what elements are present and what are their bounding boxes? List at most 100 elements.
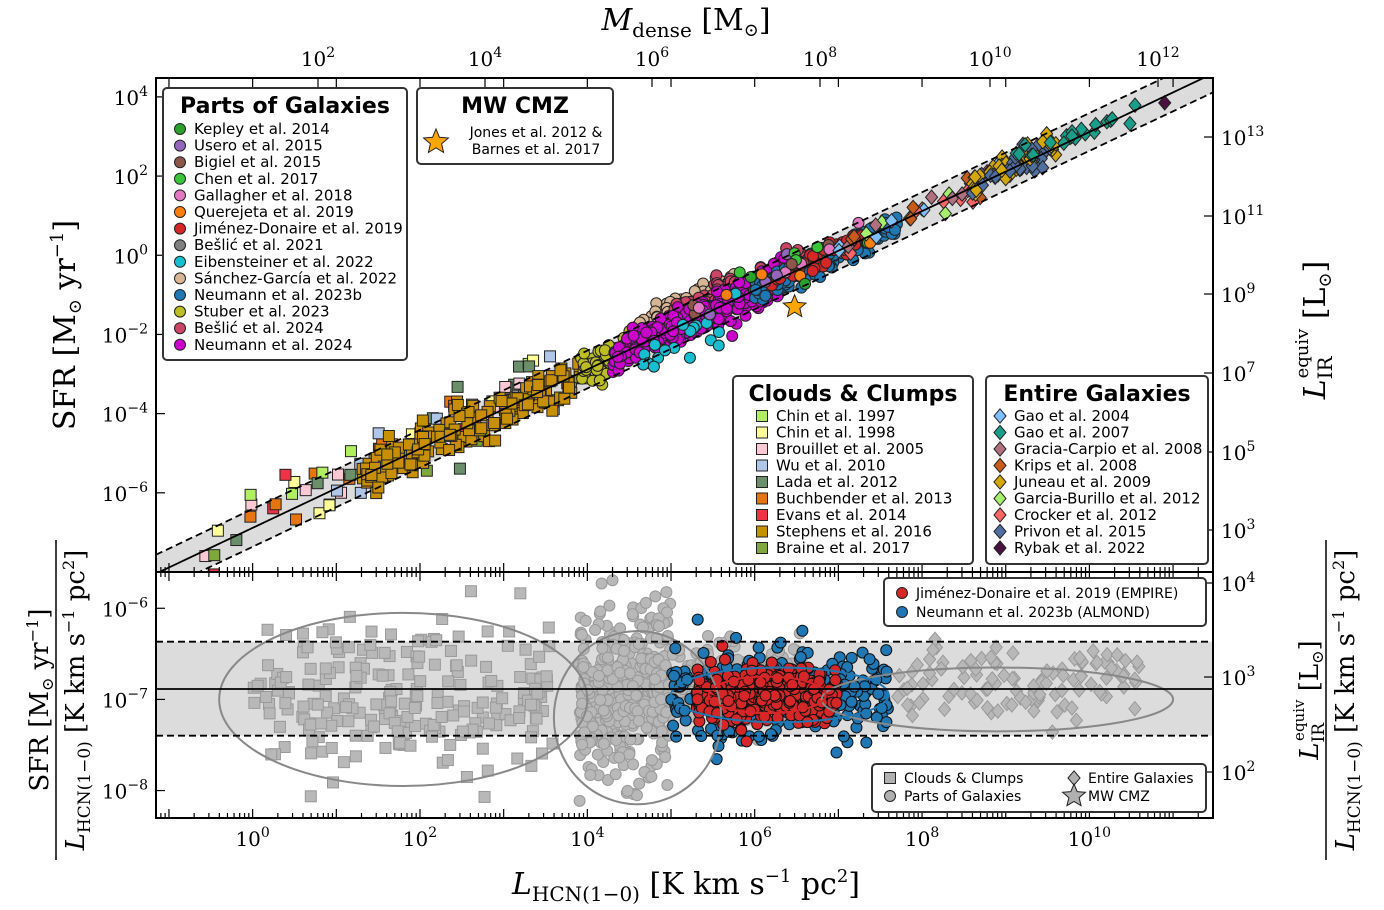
data-point	[319, 689, 332, 702]
legend-entry-marker	[993, 441, 1007, 457]
legend-entry-marker	[174, 272, 186, 285]
data-point	[382, 429, 395, 442]
data-point	[592, 669, 605, 682]
legend-entry: Stephens et al. 2016	[776, 523, 932, 541]
data-point	[444, 644, 457, 657]
data-point	[475, 422, 488, 435]
data-point	[260, 690, 273, 703]
data-point	[579, 614, 592, 627]
data-point	[523, 360, 536, 373]
data-point	[683, 351, 696, 364]
data-point	[603, 599, 616, 612]
data-point	[244, 510, 257, 523]
bottom-y-tick-label: 10−6	[102, 595, 148, 621]
data-point	[450, 659, 463, 672]
left-axis-title: SFR [M⊙ yr−1]	[47, 220, 86, 430]
data-point	[524, 658, 537, 671]
legend-parts-of-galaxies	[162, 87, 408, 361]
data-point	[478, 790, 491, 803]
data-point	[496, 692, 509, 705]
data-point	[364, 638, 377, 651]
y-tick-label: 102	[114, 163, 148, 189]
data-point	[332, 468, 345, 481]
legend-entry: Rybak et al. 2022	[1014, 539, 1146, 557]
legend-entry: Braine et al. 2017	[776, 539, 910, 557]
legend-entry-marker	[174, 172, 186, 185]
top-tick-label: 102	[301, 45, 335, 71]
legend-entry-marker	[884, 772, 896, 784]
data-point	[244, 488, 257, 501]
legend-entry-marker	[174, 189, 186, 202]
data-point	[465, 654, 478, 667]
data-point	[627, 758, 640, 771]
legend-entry: Chen et al. 2017	[194, 170, 318, 188]
legend-entry-marker	[993, 490, 1007, 507]
legend-entry: Jiménez-Donaire et al. 2019	[193, 220, 403, 238]
legend-entry-marker	[756, 509, 768, 521]
data-point	[970, 692, 984, 709]
legend-entry: Kepley et al. 2014	[194, 120, 330, 138]
legend-entry-marker	[896, 587, 908, 599]
data-point	[648, 338, 661, 351]
data-point	[441, 754, 454, 767]
data-point	[1100, 646, 1114, 663]
data-point	[577, 642, 590, 655]
bottom-right-tick-label: 104	[1221, 570, 1255, 596]
legend-entry: Garcia-Burillo et al. 2012	[1014, 490, 1201, 508]
y-tick-label: 10−2	[102, 321, 148, 347]
top-tick-label: 104	[468, 45, 502, 71]
data-point	[444, 738, 457, 751]
data-point	[1033, 686, 1047, 703]
legend-entry: Parts of Galaxies	[904, 789, 1021, 805]
data-point	[476, 696, 489, 709]
data-point	[211, 524, 224, 537]
data-point	[325, 719, 338, 732]
data-point	[900, 697, 915, 713]
data-point	[501, 412, 514, 425]
legend-entry-marker	[993, 507, 1007, 523]
data-point	[744, 271, 757, 284]
top-tick-label: 1010	[968, 45, 1011, 71]
data-point	[586, 720, 599, 733]
data-point	[488, 417, 501, 430]
data-point	[647, 360, 660, 373]
legend-entry: Sánchez-García et al. 2022	[194, 269, 397, 287]
data-point	[1055, 682, 1069, 699]
legend-entry-marker	[756, 459, 768, 472]
data-point	[413, 650, 426, 663]
data-point	[718, 653, 731, 666]
data-point	[501, 639, 514, 652]
right-tick-label: 1013	[1221, 124, 1264, 150]
data-point	[573, 794, 586, 807]
left-ratio-title: SFR [M⊙ yr−1] LHCN(1−0) [K km s−1 pc2]	[23, 540, 95, 860]
data-point	[774, 636, 787, 649]
data-point	[1072, 649, 1087, 666]
data-point	[411, 689, 424, 702]
legend-entry: Chin et al. 1998	[776, 424, 895, 442]
legend-entry: Krips et al. 2008	[1014, 457, 1137, 475]
data-point	[404, 739, 417, 752]
data-point	[859, 225, 874, 242]
bottom-panel	[156, 574, 1213, 807]
data-point	[652, 620, 665, 633]
data-point	[938, 205, 953, 222]
data-point	[306, 735, 319, 748]
data-point	[692, 301, 705, 314]
data-point	[1110, 646, 1124, 663]
top-tick-label: 108	[803, 45, 837, 71]
data-point	[621, 784, 634, 797]
data-point	[378, 646, 391, 659]
legend-entry: Brouillet et al. 2005	[776, 440, 924, 458]
data-point	[251, 679, 264, 692]
data-point	[584, 769, 597, 782]
data-point	[926, 642, 940, 658]
y-tick-label: 104	[114, 84, 148, 110]
data-point	[514, 587, 527, 600]
data-point	[482, 717, 495, 730]
data-point	[385, 695, 398, 708]
data-point	[659, 751, 672, 764]
legend-entry-marker	[884, 790, 896, 802]
data-point	[457, 705, 470, 718]
data-point	[697, 646, 710, 659]
